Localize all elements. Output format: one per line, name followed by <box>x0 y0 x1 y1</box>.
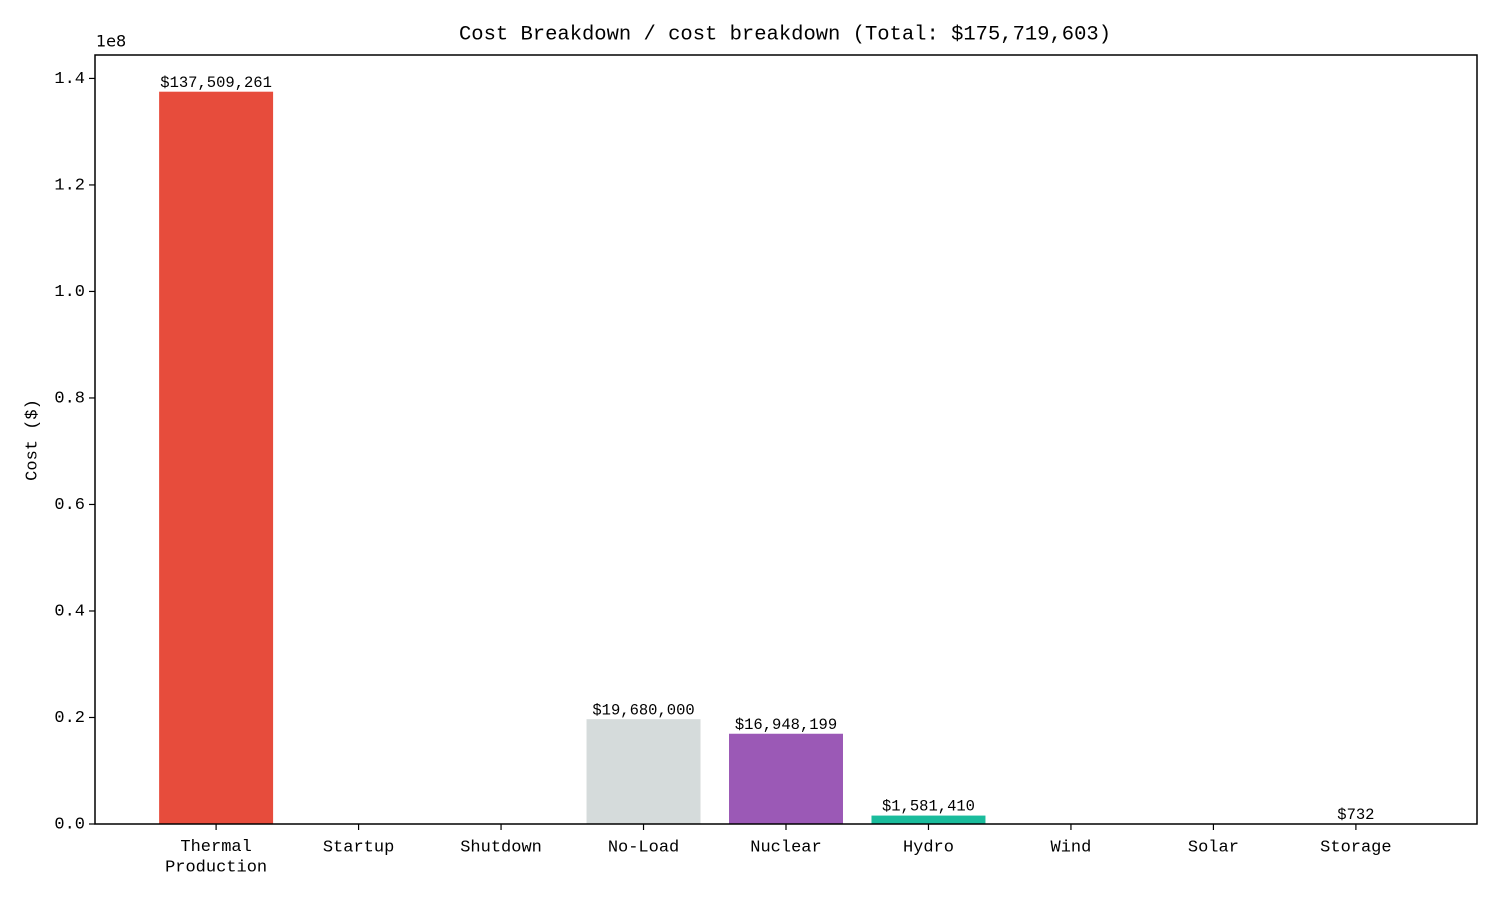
y-tick-label: 0.4 <box>54 602 85 621</box>
y-tick-label: 0.0 <box>54 815 85 834</box>
y-tick-label: 0.8 <box>54 389 85 408</box>
x-tick-label: Wind <box>1051 838 1092 857</box>
plot-frame <box>94 54 1478 825</box>
value-label: $137,509,261 <box>160 74 272 92</box>
value-label: $1,581,410 <box>882 798 975 816</box>
bar <box>586 719 701 824</box>
value-label: $16,948,199 <box>735 716 837 734</box>
x-tick-label: Hydro <box>903 838 954 857</box>
y-offset-label: 1e8 <box>96 32 126 51</box>
y-tick-label: 0.2 <box>54 709 85 728</box>
x-tick-label: Nuclear <box>750 838 821 857</box>
chart-title: Cost Breakdown / cost breakdown (Total: … <box>459 23 1111 46</box>
x-tick-label: Storage <box>1320 838 1391 857</box>
x-tick-label: Shutdown <box>460 838 542 857</box>
x-tick-label: Thermal Production <box>165 838 267 877</box>
x-tick-label: No-Load <box>608 838 679 857</box>
y-tick-label: 0.6 <box>54 496 85 515</box>
bar <box>729 733 843 824</box>
value-label: $19,680,000 <box>592 701 694 719</box>
x-tick-label: Startup <box>323 838 394 857</box>
bar <box>871 815 986 824</box>
x-tick-label: Solar <box>1188 838 1239 857</box>
y-axis-label: Cost ($) <box>23 399 42 481</box>
y-tick-label: 1.0 <box>54 283 85 302</box>
value-label: $732 <box>1337 806 1374 824</box>
y-tick-label: 1.2 <box>54 176 85 195</box>
bar <box>159 91 274 824</box>
y-tick-label: 1.4 <box>54 70 85 89</box>
